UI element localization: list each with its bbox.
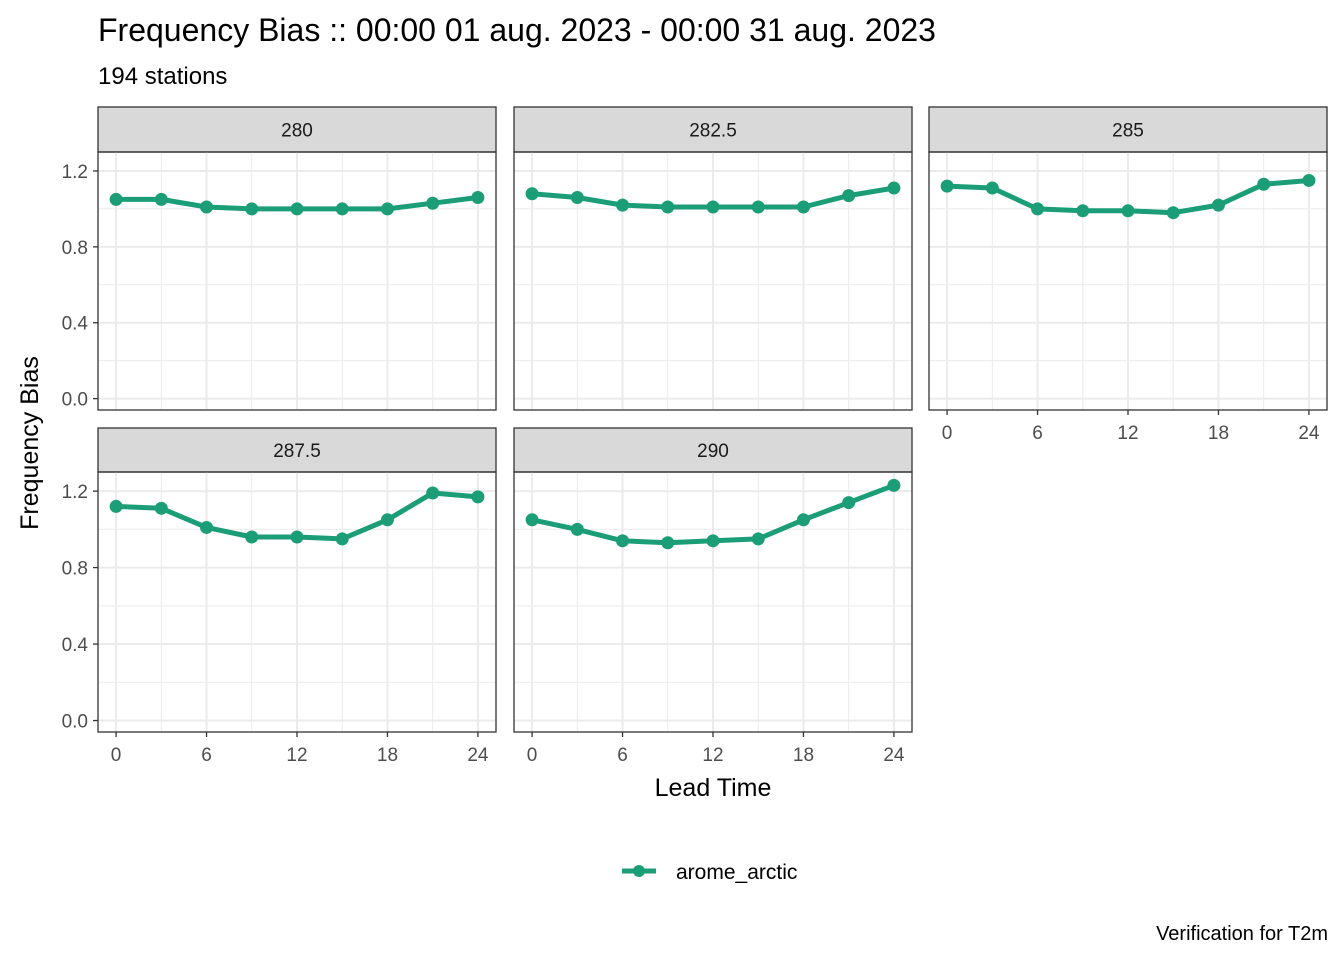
data-point bbox=[109, 499, 123, 513]
facet-panel: 287.5 0.0 0.4 0.8 1.2 0 6 12 18 24 bbox=[62, 427, 497, 766]
data-point bbox=[842, 496, 856, 510]
x-tick-label: 24 bbox=[1298, 423, 1320, 444]
data-point bbox=[985, 181, 999, 195]
x-tick-label: 0 bbox=[111, 745, 122, 766]
data-point bbox=[200, 200, 214, 214]
data-point bbox=[426, 196, 440, 210]
data-point bbox=[471, 191, 485, 205]
data-point bbox=[570, 191, 584, 205]
data-point bbox=[380, 513, 394, 527]
data-point bbox=[570, 522, 584, 536]
y-axis-title: Frequency Bias bbox=[16, 356, 44, 530]
legend-label: arome_arctic bbox=[676, 861, 797, 884]
data-point bbox=[290, 202, 304, 216]
data-point bbox=[1031, 202, 1045, 216]
data-point bbox=[616, 198, 630, 212]
data-point bbox=[245, 202, 259, 216]
x-tick-label: 6 bbox=[1032, 423, 1043, 444]
facet-strip-label: 290 bbox=[697, 441, 729, 462]
data-point bbox=[751, 200, 765, 214]
panel-border bbox=[97, 151, 497, 411]
x-tick-label: 24 bbox=[467, 745, 489, 766]
data-point bbox=[1166, 206, 1180, 220]
x-tick-label: 6 bbox=[201, 745, 212, 766]
data-point bbox=[245, 530, 259, 544]
x-tick-label: 12 bbox=[286, 745, 307, 766]
data-point bbox=[940, 179, 954, 193]
x-tick-label: 18 bbox=[377, 745, 398, 766]
facet-panel: 280 0.0 0.4 0.8 1.2 bbox=[62, 106, 497, 411]
data-point bbox=[796, 513, 810, 527]
panel-border bbox=[513, 151, 913, 411]
data-point bbox=[200, 520, 214, 534]
y-tick-label: 0.4 bbox=[62, 314, 89, 335]
x-tick-label: 18 bbox=[1208, 423, 1229, 444]
facet-strip-label: 280 bbox=[281, 121, 313, 142]
data-point bbox=[154, 192, 168, 206]
x-tick-label: 24 bbox=[883, 745, 905, 766]
facet-strip-label: 287.5 bbox=[273, 441, 321, 462]
facet-strip bbox=[97, 106, 497, 153]
facet-panels: 280 0.0 0.4 0.8 1.2 282.5 285 0 6 12 18 24 287.5 0.0 0… bbox=[62, 106, 1328, 766]
data-point bbox=[109, 192, 123, 206]
chart-subtitle: 194 stations bbox=[98, 63, 227, 90]
facet-panel: 282.5 bbox=[513, 106, 913, 411]
facet-strip bbox=[928, 106, 1328, 153]
data-point bbox=[842, 189, 856, 203]
data-point bbox=[525, 513, 539, 527]
x-tick-label: 12 bbox=[1117, 423, 1138, 444]
data-point bbox=[335, 202, 349, 216]
x-tick-label: 18 bbox=[793, 745, 814, 766]
facet-strip bbox=[513, 106, 913, 153]
data-point bbox=[380, 202, 394, 216]
data-point bbox=[1121, 204, 1135, 218]
facet-panel: 285 0 6 12 18 24 bbox=[928, 106, 1328, 444]
facet-strip-label: 285 bbox=[1112, 121, 1144, 142]
x-tick-label: 0 bbox=[942, 423, 953, 444]
x-tick-label: 0 bbox=[527, 745, 538, 766]
data-point bbox=[887, 478, 901, 492]
data-point bbox=[1211, 198, 1225, 212]
x-tick-label: 12 bbox=[702, 745, 723, 766]
data-point bbox=[887, 181, 901, 195]
data-point bbox=[335, 532, 349, 546]
facet-strip-label: 282.5 bbox=[689, 121, 737, 142]
y-tick-label: 0.0 bbox=[62, 712, 88, 733]
facet-strip bbox=[97, 427, 497, 473]
data-point bbox=[706, 200, 720, 214]
data-point bbox=[1076, 204, 1090, 218]
legend-key-point bbox=[633, 865, 645, 877]
data-point bbox=[751, 532, 765, 546]
data-point bbox=[616, 534, 630, 548]
y-tick-label: 0.0 bbox=[62, 390, 88, 411]
chart-title: Frequency Bias :: 00:00 01 aug. 2023 - 0… bbox=[98, 12, 936, 48]
x-axis-title: Lead Time bbox=[655, 774, 772, 802]
facet-strip bbox=[513, 427, 913, 473]
data-point bbox=[1257, 177, 1271, 191]
data-point bbox=[661, 536, 675, 550]
legend: arome_arctic bbox=[622, 861, 797, 884]
y-tick-label: 0.8 bbox=[62, 559, 88, 580]
data-point bbox=[796, 200, 810, 214]
y-tick-label: 0.8 bbox=[62, 238, 88, 259]
facet-panel: 290 0 6 12 18 24 bbox=[513, 427, 913, 766]
y-tick-label: 1.2 bbox=[62, 482, 88, 503]
y-tick-label: 0.4 bbox=[62, 635, 89, 656]
data-point bbox=[154, 501, 168, 515]
data-point bbox=[290, 530, 304, 544]
data-point bbox=[426, 486, 440, 500]
data-point bbox=[661, 200, 675, 214]
data-point bbox=[525, 187, 539, 201]
data-point bbox=[706, 534, 720, 548]
x-tick-label: 6 bbox=[617, 745, 628, 766]
y-tick-label: 1.2 bbox=[62, 162, 88, 183]
chart-caption: Verification for T2m bbox=[1156, 923, 1328, 945]
data-point bbox=[1302, 173, 1316, 187]
data-point bbox=[471, 490, 485, 504]
